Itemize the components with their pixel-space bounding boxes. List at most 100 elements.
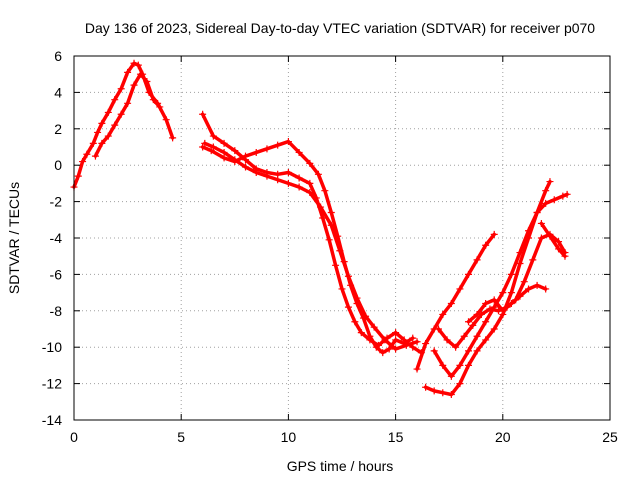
data-point bbox=[220, 148, 228, 156]
data-point bbox=[439, 361, 447, 369]
data-point bbox=[353, 294, 361, 302]
data-point bbox=[499, 307, 507, 315]
data-point bbox=[447, 300, 455, 308]
data-point bbox=[338, 285, 346, 293]
data-point bbox=[561, 252, 569, 260]
data-point bbox=[379, 349, 387, 357]
data-point bbox=[336, 247, 344, 255]
x-tick-label: 15 bbox=[388, 429, 404, 445]
data-point bbox=[284, 138, 292, 146]
data-point bbox=[143, 77, 151, 85]
data-point bbox=[199, 143, 207, 151]
data-point bbox=[74, 172, 82, 180]
x-tick-label: 5 bbox=[177, 429, 185, 445]
series-10 bbox=[537, 219, 569, 260]
data-point bbox=[422, 383, 430, 391]
data-point bbox=[464, 347, 472, 355]
data-point bbox=[124, 68, 132, 76]
series-line bbox=[203, 141, 419, 351]
y-tick-label: -10 bbox=[42, 339, 62, 355]
data-point bbox=[430, 387, 438, 395]
data-point bbox=[563, 190, 571, 198]
data-point bbox=[327, 221, 335, 229]
series-2 bbox=[199, 138, 417, 357]
data-point bbox=[381, 336, 389, 344]
data-point bbox=[134, 61, 142, 69]
data-point bbox=[452, 343, 460, 351]
y-axis-label: SDTVAR / TECUs bbox=[6, 182, 22, 294]
series-1 bbox=[91, 70, 164, 160]
data-point bbox=[124, 99, 132, 107]
data-point bbox=[507, 289, 515, 297]
data-point bbox=[546, 178, 554, 186]
data-point bbox=[344, 303, 352, 311]
y-tick-label: -14 bbox=[42, 412, 62, 428]
data-point bbox=[231, 147, 239, 155]
data-point bbox=[464, 270, 472, 278]
data-point bbox=[156, 103, 164, 111]
y-tick-label: -8 bbox=[50, 303, 63, 319]
data-point bbox=[402, 341, 410, 349]
data-point bbox=[117, 110, 125, 118]
data-point bbox=[456, 361, 464, 369]
data-point bbox=[231, 156, 239, 164]
data-point bbox=[130, 59, 138, 67]
data-point bbox=[525, 227, 533, 235]
data-point bbox=[199, 110, 207, 118]
data-point bbox=[242, 163, 250, 171]
data-point bbox=[149, 96, 157, 104]
x-tick-label: 20 bbox=[495, 429, 511, 445]
series-line bbox=[466, 283, 548, 324]
data-point bbox=[555, 245, 563, 253]
data-point bbox=[473, 256, 481, 264]
data-point bbox=[482, 336, 490, 344]
data-point bbox=[242, 156, 250, 164]
data-point bbox=[263, 172, 271, 180]
data-point bbox=[295, 148, 303, 156]
data-point bbox=[136, 70, 144, 78]
axis-ticks: 0 5 10 15 20 25 -14 -12 -10 -8 -6 -4 -2 0 2 4 6 bbox=[42, 48, 618, 445]
data-point bbox=[362, 312, 370, 320]
data-point bbox=[162, 116, 170, 124]
data-point bbox=[447, 372, 455, 380]
data-point bbox=[439, 310, 447, 318]
data-point bbox=[351, 318, 359, 326]
data-point bbox=[434, 325, 442, 333]
y-tick-label: 2 bbox=[54, 121, 62, 137]
data-point bbox=[520, 278, 528, 286]
data-point bbox=[460, 332, 468, 340]
data-point bbox=[209, 132, 217, 140]
data-point bbox=[295, 174, 303, 182]
y-tick-label: -6 bbox=[50, 266, 63, 282]
data-point bbox=[482, 300, 490, 308]
data-point bbox=[332, 261, 340, 269]
data-point bbox=[306, 189, 314, 196]
data-point bbox=[529, 256, 537, 264]
data-point bbox=[306, 179, 314, 187]
data-point bbox=[357, 329, 365, 337]
data-point bbox=[439, 389, 447, 397]
data-point bbox=[89, 139, 97, 147]
data-point bbox=[482, 318, 490, 326]
series-7 bbox=[430, 190, 571, 380]
data-point bbox=[201, 139, 209, 147]
data-point bbox=[392, 329, 400, 337]
data-point bbox=[516, 249, 524, 257]
series-line bbox=[415, 232, 496, 371]
x-tick-label: 0 bbox=[70, 429, 78, 445]
data-point bbox=[456, 380, 464, 388]
data-point bbox=[533, 281, 541, 289]
data-point bbox=[252, 168, 260, 176]
data-point bbox=[209, 143, 217, 151]
data-point bbox=[464, 361, 472, 369]
series-5 bbox=[413, 230, 498, 373]
data-point bbox=[366, 336, 374, 344]
data-point bbox=[314, 170, 322, 178]
data-point bbox=[413, 338, 421, 346]
data-point bbox=[98, 139, 106, 147]
data-point bbox=[91, 152, 99, 160]
data-series bbox=[70, 59, 571, 399]
series-line bbox=[539, 221, 567, 258]
data-point bbox=[464, 318, 472, 326]
